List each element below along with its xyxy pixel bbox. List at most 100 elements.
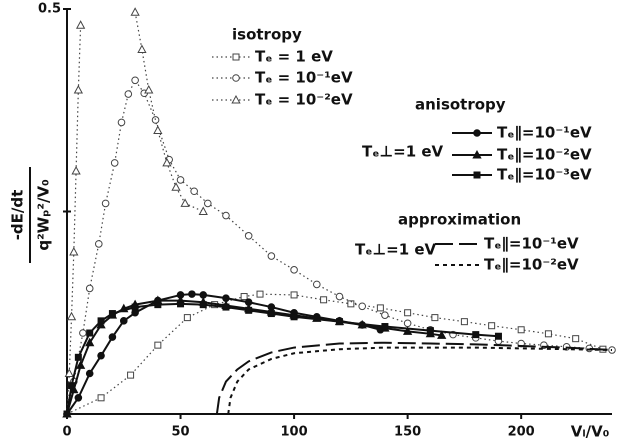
marker (517, 326, 525, 334)
marker (544, 330, 552, 338)
legend-group-title: isotropy (232, 26, 302, 44)
marker (85, 369, 94, 378)
marker (162, 157, 172, 167)
marker (188, 290, 196, 298)
legend-group-subtitle: Tₑ⊥=1 eV (362, 143, 444, 161)
marker (71, 165, 81, 175)
marker (130, 7, 140, 16)
marker (154, 341, 162, 349)
x-tick-label: 150 (394, 425, 421, 440)
marker (426, 327, 434, 335)
legend-label: Tₑ∥=10⁻¹eV (484, 235, 579, 253)
marker (177, 300, 185, 308)
marker (74, 394, 83, 402)
legend-label: Tₑ∥=10⁻²eV (484, 256, 579, 274)
marker (472, 149, 482, 159)
series-line (66, 293, 604, 415)
marker (473, 129, 481, 137)
legend-group-subtitle: Tₑ⊥=1 eV (355, 241, 437, 259)
marker (336, 318, 343, 326)
marker (183, 314, 191, 322)
marker (376, 304, 384, 312)
marker (86, 329, 94, 337)
marker (137, 44, 147, 53)
y-label-numerator: -dE/dt (9, 190, 27, 241)
marker (290, 291, 298, 299)
y-label-denominator: q²Wₚ²/V₀ (35, 179, 53, 250)
marker (96, 319, 106, 329)
marker (222, 211, 230, 220)
x-tick-label: 50 (171, 425, 189, 440)
marker (403, 319, 412, 328)
legend-label: Tₑ = 10⁻²eV (255, 91, 353, 109)
marker (97, 394, 105, 402)
marker (85, 284, 94, 293)
marker (131, 76, 139, 85)
series-line (215, 341, 613, 415)
marker (66, 311, 77, 321)
marker (245, 306, 253, 314)
marker (154, 301, 162, 309)
legend-item: Tₑ∥=10⁻¹eV (435, 235, 579, 253)
marker (124, 90, 133, 98)
legend-item: Tₑ∥=10⁻³eV (452, 166, 592, 184)
series-line (227, 346, 613, 415)
x-tick-label: 100 (281, 425, 308, 440)
marker (358, 302, 367, 311)
marker (176, 176, 185, 184)
legend-item: Tₑ∥=10⁻¹eV (452, 124, 592, 142)
legend-item: Tₑ∥=10⁻²eV (452, 146, 592, 164)
marker (404, 309, 412, 317)
marker (108, 310, 116, 318)
marker (94, 240, 103, 248)
marker (232, 74, 240, 82)
marker (75, 20, 86, 29)
marker (203, 199, 212, 208)
marker (290, 266, 298, 274)
marker (312, 280, 321, 289)
marker (63, 410, 71, 418)
marker (190, 187, 198, 196)
marker (494, 332, 502, 340)
marker (267, 252, 276, 260)
marker (473, 171, 481, 179)
marker (381, 311, 389, 319)
x-axis-label: Vₗ/V₀ (571, 423, 610, 441)
series-line (66, 79, 613, 415)
legend-item: Tₑ = 10⁻²eV (212, 91, 353, 109)
series-line (66, 12, 204, 415)
marker (171, 182, 181, 191)
marker (108, 333, 117, 341)
marker (117, 118, 126, 127)
x-tick-label: 0 (62, 425, 71, 440)
marker (180, 198, 190, 207)
marker (69, 246, 79, 256)
marker (232, 53, 240, 61)
marker (290, 313, 298, 321)
y-tick-label: 0.5 (38, 2, 61, 17)
marker (75, 360, 86, 369)
marker (127, 371, 135, 379)
y-axis-label: -dE/dt q²Wₚ²/V₀ (9, 167, 53, 263)
marker (572, 335, 580, 343)
marker (74, 353, 82, 361)
marker (267, 310, 275, 318)
marker (97, 351, 105, 360)
marker (231, 94, 241, 104)
marker (244, 232, 253, 240)
marker (97, 317, 105, 325)
legend-label: Tₑ∥=10⁻³eV (497, 166, 592, 184)
marker (256, 290, 264, 298)
marker (153, 125, 163, 134)
legend-item: Tₑ∥=10⁻²eV (435, 256, 579, 274)
legend-label: Tₑ = 10⁻¹eV (255, 69, 353, 87)
legend-group-title: approximation (398, 211, 521, 229)
marker (460, 318, 468, 326)
marker (101, 199, 110, 208)
marker (402, 326, 413, 335)
marker (68, 382, 76, 390)
marker (64, 368, 74, 377)
marker (85, 337, 95, 347)
legend-group-title: anisotropy (415, 96, 506, 114)
legend-label: Tₑ∥=10⁻¹eV (497, 124, 592, 142)
